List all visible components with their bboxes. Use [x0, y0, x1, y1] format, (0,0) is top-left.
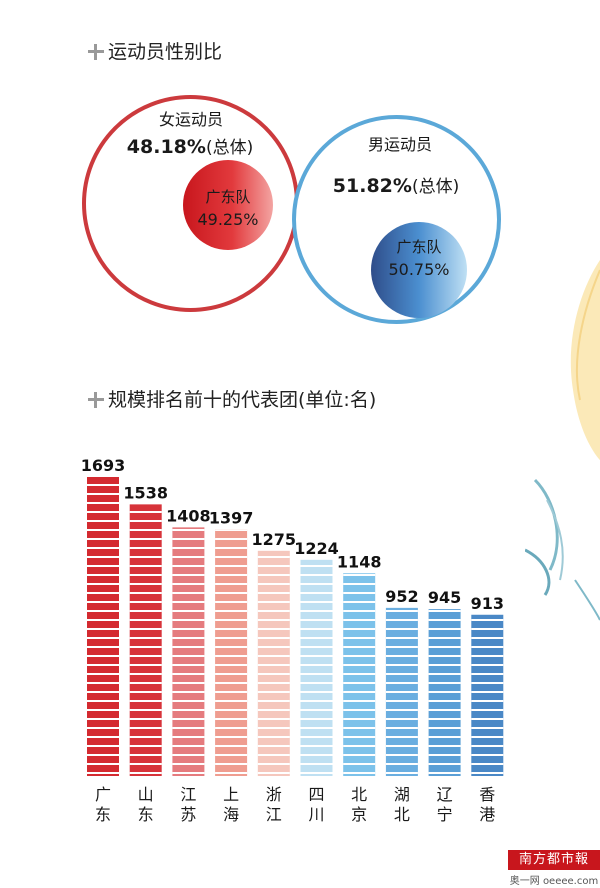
category-label-6-0: 北 [351, 785, 368, 804]
newspaper-logo: 南方都市報 奥一网 oeeee.com [508, 848, 600, 888]
bar-stripes-0 [87, 477, 119, 776]
section-title-gender: 运动员性别比 [88, 41, 222, 63]
bar-stripes-1 [129, 504, 162, 776]
male-value-suffix: (总体) [411, 177, 460, 197]
logo-sub: 奥一网 oeeee.com [509, 876, 599, 887]
logo-name: 南方都市報 [508, 850, 600, 870]
category-label-4-1: 江 [265, 805, 282, 824]
decorative-swirl-icon [525, 260, 600, 621]
bar-value-label-6: 1148 [337, 552, 382, 571]
category-label-4-0: 浙 [265, 785, 282, 804]
female-team-label: 广东队 [205, 188, 251, 206]
category-label-0-0: 广 [94, 785, 111, 804]
plus-icon [88, 392, 104, 408]
female-value-suffix: (总体) [205, 138, 254, 158]
category-label-6-1: 京 [351, 805, 368, 824]
bar-stripes-8 [428, 609, 461, 776]
bar-stripes-9 [471, 614, 504, 776]
bar-value-label-1: 1538 [123, 483, 168, 502]
female-value-number: 48.18% [126, 136, 206, 158]
section-title-gender-text: 运动员性别比 [108, 41, 223, 63]
male-value: 51.82%(总体) [326, 172, 466, 197]
bar-stripes-6 [343, 573, 376, 776]
bar-stripes-2 [172, 527, 205, 776]
category-label-5-1: 川 [308, 805, 325, 824]
category-label-5-0: 四 [308, 785, 325, 804]
category-label-8-1: 宁 [436, 805, 453, 824]
category-label-7-0: 湖 [393, 785, 410, 804]
category-label-2-0: 江 [180, 785, 197, 804]
plus-icon [88, 44, 104, 60]
male-team-value: 50.75% [388, 260, 450, 279]
category-label-1-1: 东 [137, 805, 154, 824]
bar-value-label-3: 1397 [209, 508, 254, 527]
bar-value-label-5: 1224 [294, 539, 339, 558]
bar-stripes-7 [385, 607, 418, 776]
category-label-0-1: 东 [94, 805, 111, 824]
bar-stripes-3 [215, 529, 248, 776]
category-label-7-1: 北 [393, 805, 410, 824]
bar-stripes-5 [300, 559, 333, 776]
category-label-2-1: 苏 [180, 805, 197, 824]
male-value-number: 51.82% [332, 175, 412, 197]
male-team-label: 广东队 [396, 238, 442, 256]
male-label: 男运动员 [367, 135, 432, 154]
bar-value-label-4: 1275 [252, 530, 297, 549]
bar-value-label-8: 945 [428, 588, 461, 607]
category-label-3-0: 上 [223, 785, 240, 804]
bar-value-label-2: 1408 [166, 506, 211, 525]
bar-value-label-0: 1693 [81, 456, 126, 475]
category-label-9-0: 香 [479, 785, 496, 804]
category-label-3-1: 海 [223, 805, 240, 824]
male-team-circle [371, 222, 467, 318]
female-value: 48.18%(总体) [120, 133, 260, 158]
section-title-delegations-text: 规模排名前十的代表团(单位:名) [108, 389, 377, 411]
bar-value-label-9: 913 [471, 594, 504, 613]
category-label-8-0: 辽 [436, 785, 453, 804]
section-title-delegations: 规模排名前十的代表团(单位:名) [88, 389, 376, 411]
female-team-circle [183, 160, 273, 250]
category-label-1-0: 山 [137, 785, 154, 804]
bar-stripes-4 [257, 550, 290, 776]
female-team-value: 49.25% [197, 210, 259, 229]
female-label: 女运动员 [158, 110, 223, 129]
category-label-9-1: 港 [479, 805, 496, 824]
bar-value-label-7: 952 [385, 587, 418, 606]
